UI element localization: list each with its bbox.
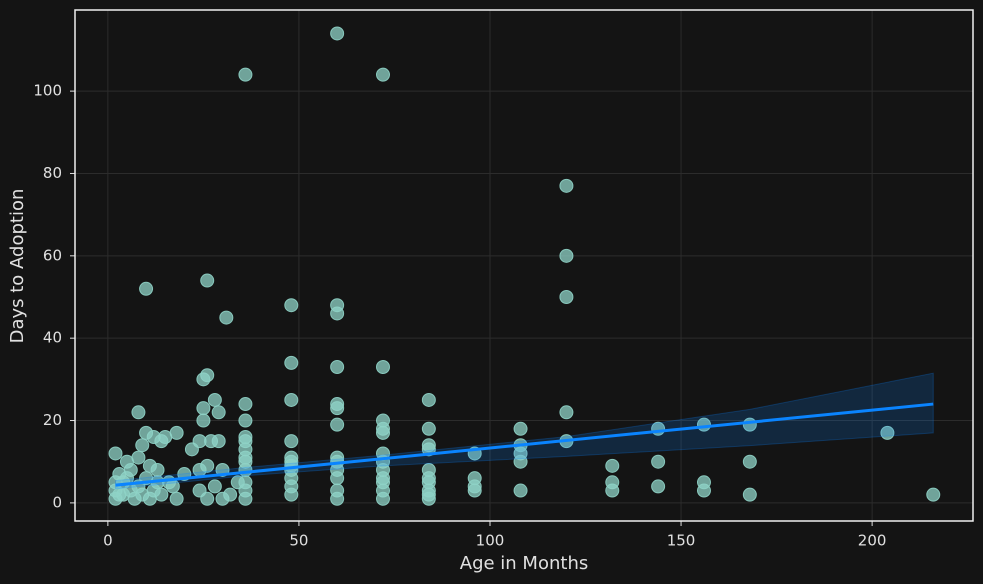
point — [421, 421, 436, 436]
point — [200, 273, 215, 288]
point — [207, 392, 222, 407]
point — [196, 413, 211, 428]
point — [330, 306, 345, 321]
point — [131, 450, 146, 465]
point — [605, 458, 620, 473]
point — [211, 405, 226, 420]
y-tick-label: 0 — [52, 493, 62, 511]
point — [207, 479, 222, 494]
point — [605, 475, 620, 490]
y-axis-label: Days to Adoption — [7, 189, 28, 344]
point — [169, 425, 184, 440]
point — [330, 491, 345, 506]
point — [559, 405, 574, 420]
point — [284, 298, 299, 313]
plot-frame — [74, 9, 974, 522]
point — [467, 471, 482, 486]
point — [238, 413, 253, 428]
point — [131, 405, 146, 420]
point — [880, 425, 895, 440]
point — [142, 491, 157, 506]
point — [238, 67, 253, 82]
point — [284, 392, 299, 407]
point — [421, 392, 436, 407]
y-tick-label: 40 — [43, 329, 62, 347]
point — [559, 290, 574, 304]
point — [375, 360, 390, 374]
point — [559, 178, 574, 193]
x-tick-label: 100 — [476, 532, 505, 550]
point — [559, 248, 574, 263]
point — [651, 479, 666, 494]
point — [330, 26, 345, 41]
point — [169, 491, 184, 506]
x-tick-label: 50 — [289, 532, 308, 550]
x-tick-label: 200 — [858, 532, 887, 550]
point — [513, 454, 528, 469]
point — [230, 475, 245, 490]
point — [284, 434, 299, 449]
point — [211, 434, 226, 449]
point — [375, 425, 390, 440]
point — [108, 446, 123, 461]
point — [112, 487, 127, 502]
point — [200, 458, 215, 473]
point — [330, 401, 345, 416]
point — [196, 372, 211, 387]
regression-line — [115, 402, 934, 487]
point — [375, 67, 390, 82]
point — [742, 454, 757, 469]
point — [696, 475, 711, 490]
point — [154, 434, 169, 449]
y-tick-label: 60 — [43, 246, 62, 264]
x-tick-label: 150 — [667, 532, 696, 550]
point — [123, 462, 138, 477]
x-tick-label: 0 — [103, 532, 113, 550]
point — [219, 310, 234, 325]
point — [200, 491, 215, 506]
point — [223, 487, 238, 502]
point — [238, 491, 253, 506]
point — [330, 471, 345, 486]
point — [330, 417, 345, 432]
point — [513, 483, 528, 498]
point — [742, 487, 757, 502]
point — [375, 491, 390, 506]
point — [238, 397, 253, 412]
y-tick-label: 80 — [43, 164, 62, 182]
point — [284, 487, 299, 502]
point — [330, 360, 345, 374]
y-tick-label: 100 — [33, 82, 62, 100]
point — [135, 438, 150, 453]
point — [421, 491, 436, 506]
point — [150, 462, 165, 477]
point — [926, 487, 941, 502]
point — [513, 421, 528, 436]
point — [651, 454, 666, 469]
point — [139, 281, 154, 296]
point — [192, 434, 207, 449]
point — [196, 401, 211, 416]
y-tick-label: 20 — [43, 411, 62, 429]
x-axis-label: Age in Months — [460, 553, 588, 574]
point — [284, 355, 299, 370]
